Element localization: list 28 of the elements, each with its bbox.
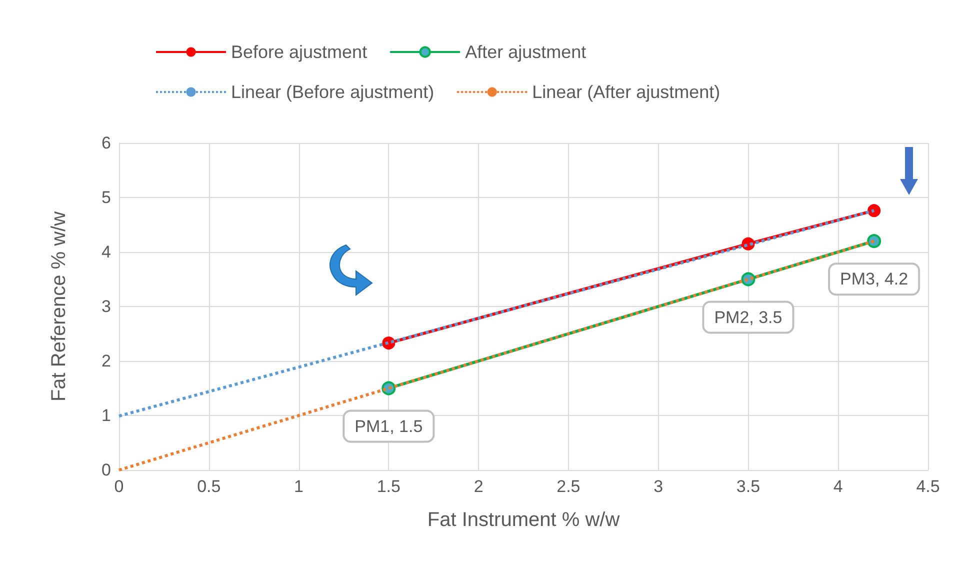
legend-label: Before ajustment [231, 42, 368, 62]
annotation: PM2, 3.5 [714, 308, 782, 327]
point [868, 204, 881, 218]
x-tick-label: 4.5 [916, 477, 940, 496]
y-tick-label: 3 [102, 297, 111, 316]
x-tick-label: 3 [654, 477, 664, 496]
y-tick-label: 5 [102, 188, 111, 207]
x-tick-label: 2 [474, 477, 484, 496]
y-axis-title: Fat Reference % w/w [48, 210, 70, 402]
legend-label: Linear (Before ajustment) [231, 82, 434, 102]
annotation: PM3, 4.2 [840, 270, 908, 289]
legend-label: After ajustment [465, 42, 586, 62]
x-tick-label: 0 [114, 477, 124, 496]
x-tick-label: 0.5 [197, 477, 221, 496]
point [867, 234, 882, 248]
y-tick-label: 1 [102, 406, 111, 425]
x-tick-label: 1 [294, 477, 304, 496]
y-tick-label: 2 [102, 352, 111, 370]
x-tick-label: 2.5 [556, 477, 580, 496]
y-tick-label: 6 [102, 134, 111, 152]
x-tick-label: 4 [833, 477, 843, 496]
annotation: PM1, 1.5 [354, 416, 423, 436]
y-tick-label: 4 [102, 242, 111, 262]
x-tick-label: 3.5 [736, 477, 760, 496]
x-axis-title: Fat Instrument % w/w [427, 509, 620, 531]
legend-label: Linear (After ajustment) [532, 82, 720, 102]
y-tick-label: 0 [102, 460, 111, 480]
x-tick-label: 1.5 [376, 477, 400, 496]
